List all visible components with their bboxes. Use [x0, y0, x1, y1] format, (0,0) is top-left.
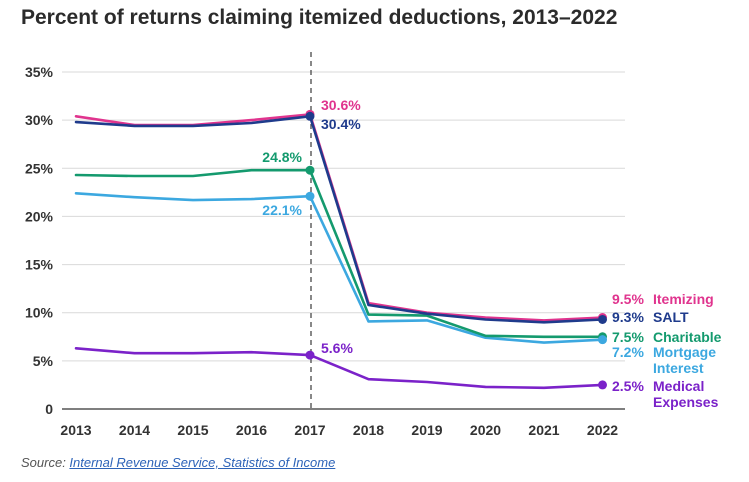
series-name-medical: Medical [653, 378, 704, 394]
y-tick-label: 0 [45, 401, 53, 417]
end-value-charitable: 7.5% [612, 329, 644, 345]
y-tick-label: 15% [25, 257, 54, 273]
end-value-medical: 2.5% [612, 378, 644, 394]
series-line-charitable [74, 168, 604, 339]
series-line-salt [74, 115, 604, 324]
y-tick-label: 25% [25, 160, 54, 176]
series-name-mortgage: Mortgage [653, 344, 716, 360]
data-point-salt-2017 [305, 111, 315, 121]
y-tick-label: 30% [25, 112, 54, 128]
series-name-salt: SALT [653, 309, 689, 325]
data-point-mortgage-2022 [598, 335, 607, 345]
data-point-salt-2022 [598, 314, 607, 324]
data-point-medical-2022 [598, 380, 607, 390]
end-value-mortgage: 7.2% [612, 344, 644, 360]
mid-label-medical: 5.6% [321, 340, 353, 356]
x-tick-label: 2022 [587, 422, 618, 438]
x-tick-label: 2019 [411, 422, 442, 438]
series-line-medical [74, 346, 604, 390]
source-note: Source: Internal Revenue Service, Statis… [21, 455, 335, 470]
series-name-charitable: Charitable [653, 329, 722, 345]
data-point-medical-2017 [305, 350, 315, 360]
source-link[interactable]: Internal Revenue Service, Statistics of … [69, 455, 336, 470]
y-tick-label: 20% [25, 208, 54, 224]
mid-label-salt: 30.4% [321, 116, 361, 132]
x-tick-label: 2018 [353, 422, 384, 438]
source-prefix: Source: [21, 455, 70, 470]
x-tick-label: 2021 [528, 422, 559, 438]
mid-label-mortgage: 22.1% [262, 202, 302, 218]
x-tick-label: 2020 [470, 422, 501, 438]
y-tick-label: 10% [25, 305, 54, 321]
y-tick-label: 5% [33, 353, 54, 369]
data-point-mortgage-2017 [305, 191, 315, 201]
x-tick-label: 2015 [177, 422, 208, 438]
series-name-medical: Expenses [653, 394, 719, 410]
end-value-itemizing: 9.5% [612, 291, 644, 307]
series-name-mortgage: Interest [653, 360, 704, 376]
x-tick-label: 2016 [236, 422, 267, 438]
series-name-itemizing: Itemizing [653, 291, 714, 307]
x-tick-label: 2014 [119, 422, 150, 438]
x-tick-label: 2017 [294, 422, 325, 438]
end-value-salt: 9.3% [612, 309, 644, 325]
y-tick-label: 35% [25, 64, 54, 80]
chart-title: Percent of returns claiming itemized ded… [21, 6, 618, 29]
series-line-mortgage [74, 192, 604, 344]
x-tick-label: 2013 [60, 422, 91, 438]
series-line-itemizing [74, 113, 604, 322]
data-point-charitable-2017 [305, 165, 315, 175]
mid-label-charitable: 24.8% [262, 149, 302, 165]
mid-label-itemizing: 30.6% [321, 97, 361, 113]
